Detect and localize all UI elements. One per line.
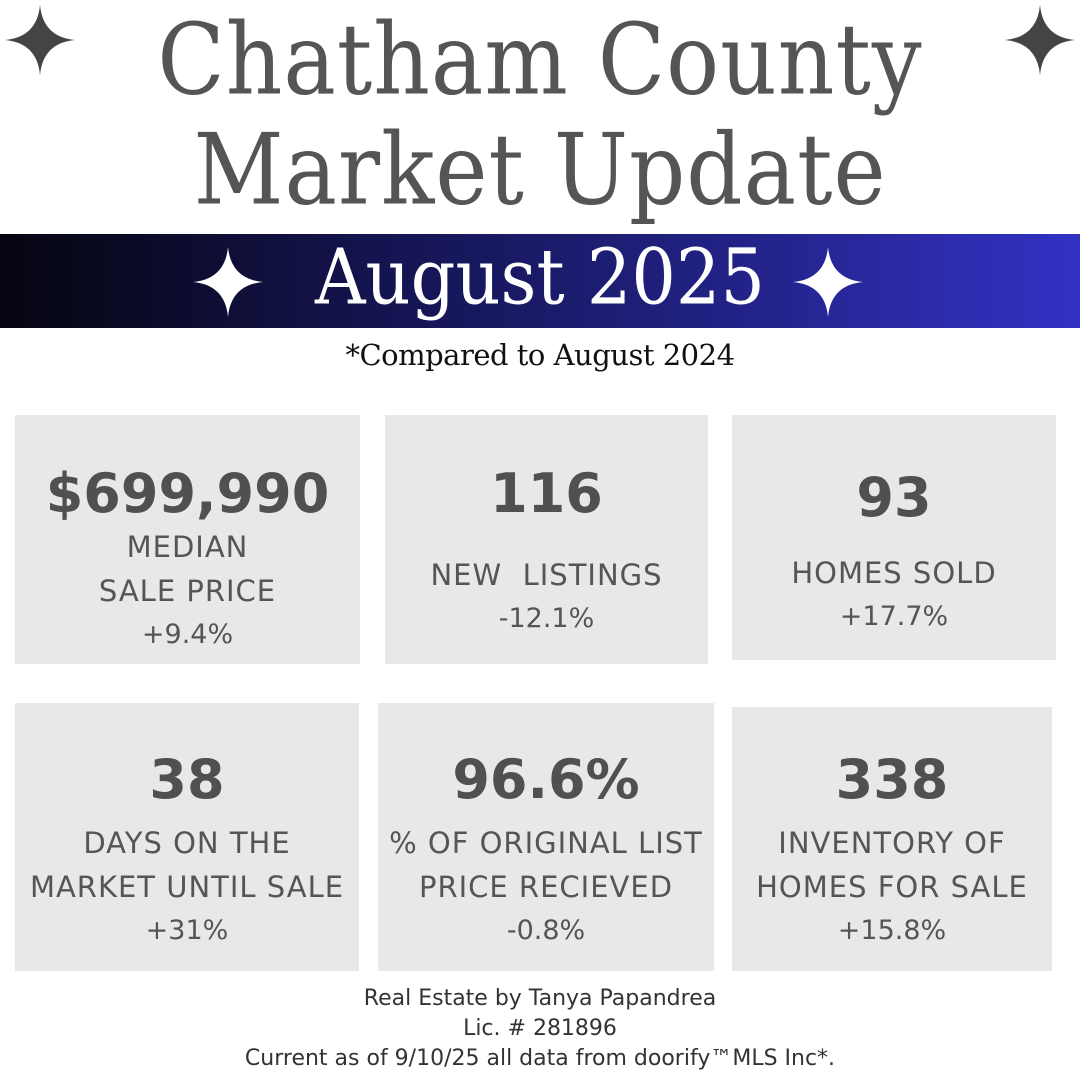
stat-value: $699,990 (45, 462, 330, 525)
stat-label: PRICE RECIEVED (418, 870, 674, 904)
stat-card-list-price-received: 96.6% % OF ORIGINAL LIST PRICE RECIEVED … (378, 703, 714, 971)
sparkle-icon (793, 247, 863, 317)
title-line-1: Chatham County (157, 1, 923, 118)
stat-label: MARKET UNTIL SALE (29, 870, 345, 904)
sparkle-icon (193, 247, 263, 317)
agent-name: Real Estate by Tanya Papandrea (363, 986, 717, 1011)
stat-label: DAYS ON THE (83, 826, 291, 860)
stat-change: -12.1% (498, 603, 595, 634)
stat-label: MEDIAN (126, 530, 249, 564)
stat-value: 38 (149, 748, 225, 811)
stat-card-days-on-market: 38 DAYS ON THE MARKET UNTIL SALE +31% (15, 703, 359, 971)
stat-card-median-price: $699,990 MEDIAN SALE PRICE +9.4% (15, 415, 360, 664)
stat-value: 116 (490, 462, 603, 525)
stat-label: NEW LISTINGS (430, 558, 663, 592)
stat-change: +17.7% (839, 601, 949, 632)
sparkle-icon (5, 5, 75, 75)
banner-month: August 2025 (315, 231, 765, 323)
comparison-note: *Compared to August 2024 (345, 338, 735, 372)
month-banner: August 2025 (0, 231, 1080, 328)
data-source: Current as of 9/10/25 all data from door… (244, 1046, 836, 1071)
stat-card-inventory: 338 INVENTORY OF HOMES FOR SALE +15.8% (732, 707, 1052, 971)
footer: Real Estate by Tanya Papandrea Lic. # 28… (0, 984, 1080, 1074)
stat-label: INVENTORY OF (778, 826, 1006, 860)
title-line-2: Market Update (193, 111, 887, 228)
stat-card-new-listings: 116 NEW LISTINGS -12.1% (385, 415, 708, 664)
stat-label: HOMES SOLD (791, 556, 997, 590)
stat-label: HOMES FOR SALE (756, 870, 1028, 904)
stat-label: SALE PRICE (98, 574, 277, 608)
license-number: Lic. # 281896 (463, 1016, 617, 1041)
sparkle-icon (1005, 5, 1075, 75)
stat-value: 96.6% (452, 748, 640, 811)
stat-change: +15.8% (837, 915, 947, 946)
stat-value: 338 (835, 748, 949, 811)
stat-value: 93 (856, 466, 932, 529)
stat-change: +31% (145, 915, 229, 946)
stat-change: +9.4% (141, 619, 234, 650)
stat-card-homes-sold: 93 HOMES SOLD +17.7% (732, 415, 1056, 660)
stat-change: -0.8% (506, 915, 586, 946)
stat-label: % OF ORIGINAL LIST (389, 826, 703, 860)
